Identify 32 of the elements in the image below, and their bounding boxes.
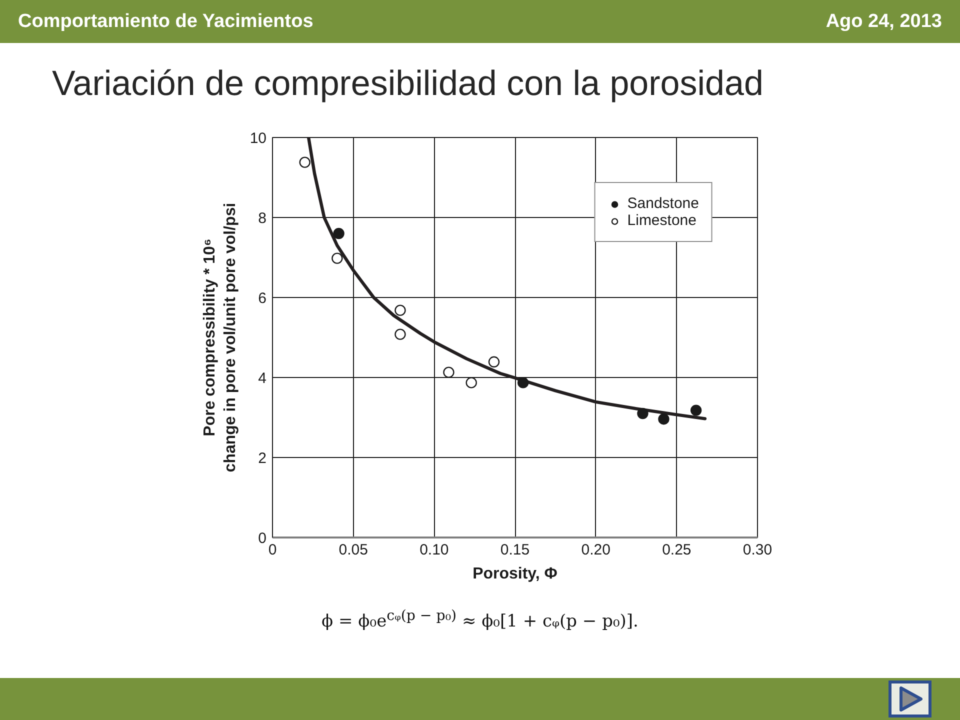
- y-tick-label: 8: [258, 210, 266, 227]
- y-axis-title: Pore compressibility * 10⁶ change in pore vol/unit pore vol/psi: [201, 202, 239, 472]
- point: [690, 404, 702, 416]
- y-tick-label: 6: [258, 290, 266, 307]
- y-tick-label: 0: [258, 530, 266, 547]
- x-tick-label: 0.20: [581, 542, 610, 558]
- x-tick-label: 0.30: [742, 542, 772, 558]
- x-tick-label: 0.25: [662, 542, 692, 558]
- point: [443, 366, 454, 378]
- text: Comportamiento de Yacimientos: [18, 10, 314, 34]
- legend-label: Limestone: [627, 212, 696, 229]
- x-tick-label: 0.10: [420, 542, 449, 558]
- point: [658, 414, 670, 425]
- point: [332, 252, 343, 264]
- y-tick-label: 4: [258, 370, 266, 387]
- chart-title: Variación de compresibilidad con la porosidad: [51, 63, 764, 105]
- text: Ago 24, 2013: [826, 10, 942, 34]
- point: [488, 356, 500, 368]
- y-tick-label: 10: [250, 130, 267, 147]
- point: [466, 377, 477, 388]
- x-tick-label: 0.05: [338, 542, 368, 558]
- point: [333, 228, 344, 240]
- point: [394, 304, 406, 316]
- text: ϕ = ϕ₀e$^{cᵩ(p − p₀)}$ ≈ ϕ₀[1 + cᵩ(p − p₀)].: [320, 607, 640, 634]
- x-axis-title: Porosity, Φ: [472, 566, 558, 582]
- y-tick-label: 2: [258, 450, 266, 467]
- x-tick-label: 0.15: [500, 542, 530, 558]
- point: [394, 328, 406, 340]
- legend-label: Sandstone: [627, 195, 699, 212]
- point: [299, 156, 310, 168]
- point: [517, 377, 529, 388]
- point: [637, 408, 648, 420]
